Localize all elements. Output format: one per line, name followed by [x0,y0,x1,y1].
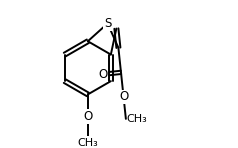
Text: CH₃: CH₃ [77,138,98,148]
Text: O: O [98,68,107,81]
Text: S: S [104,17,111,30]
Text: O: O [119,90,128,103]
Text: CH₃: CH₃ [127,114,148,124]
Text: O: O [83,110,92,123]
